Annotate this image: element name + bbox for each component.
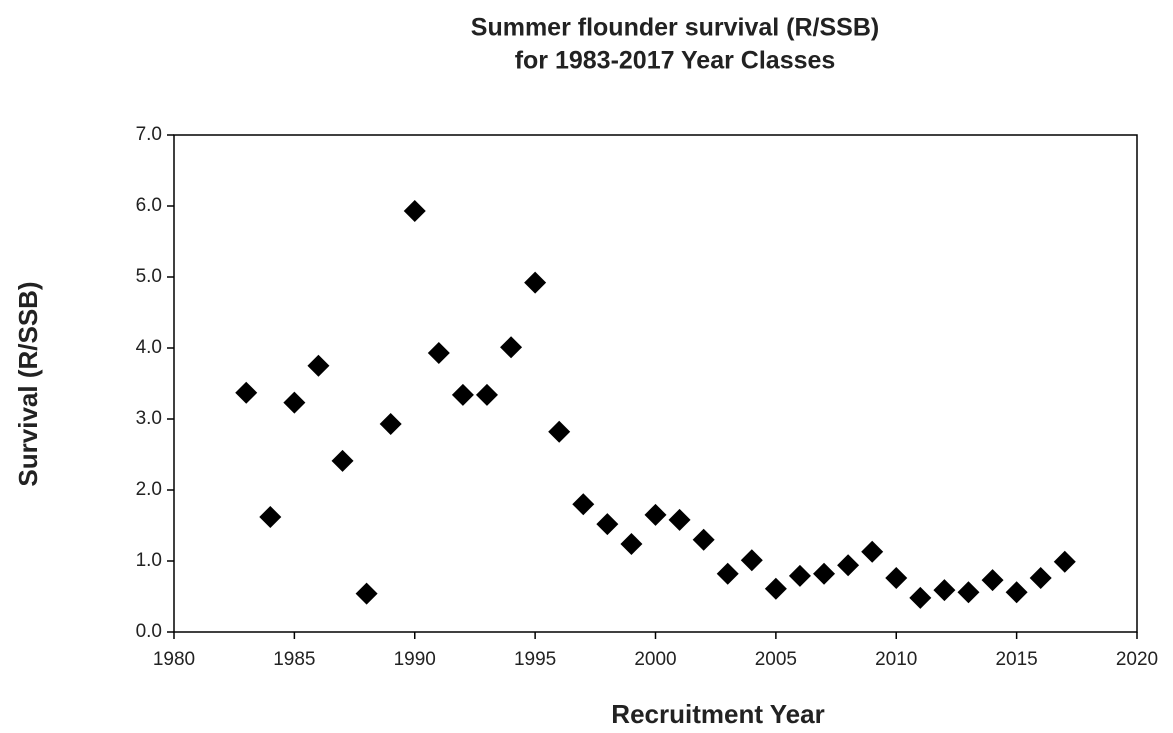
x-tick-label: 2010 <box>875 649 917 670</box>
data-point <box>861 540 884 563</box>
data-point <box>933 579 956 602</box>
y-tick-label: 7.0 <box>136 124 162 145</box>
data-point <box>764 577 787 600</box>
data-point <box>1053 550 1076 573</box>
x-tick-label: 1985 <box>273 649 315 670</box>
data-point <box>307 354 330 377</box>
data-point <box>427 341 450 364</box>
y-tick-label: 5.0 <box>136 266 162 287</box>
data-point <box>740 549 763 572</box>
data-point <box>1029 567 1052 590</box>
x-tick-label: 1995 <box>514 649 556 670</box>
y-tick-label: 3.0 <box>136 408 162 429</box>
data-point <box>548 420 571 443</box>
data-point <box>379 412 402 435</box>
data-point <box>813 562 836 585</box>
data-point <box>788 564 811 587</box>
y-tick-label: 1.0 <box>136 550 162 571</box>
data-point <box>259 505 282 528</box>
data-point <box>475 383 498 406</box>
data-point <box>235 381 258 404</box>
y-tick-label: 6.0 <box>136 195 162 216</box>
data-point <box>283 391 306 414</box>
x-tick-label: 2020 <box>1116 649 1158 670</box>
x-tick-label: 2000 <box>634 649 676 670</box>
data-point <box>331 449 354 472</box>
data-point <box>500 336 523 359</box>
data-point <box>572 493 595 516</box>
y-tick-label: 0.0 <box>136 621 162 642</box>
data-point <box>524 271 547 294</box>
x-tick-label: 1990 <box>394 649 436 670</box>
data-point <box>981 569 1004 592</box>
data-point <box>957 581 980 604</box>
data-point <box>644 503 667 526</box>
y-tick-label: 4.0 <box>136 337 162 358</box>
plot-frame <box>173 134 1138 633</box>
data-point <box>355 582 378 605</box>
x-tick-label: 1980 <box>153 649 195 670</box>
x-tick-label: 2005 <box>755 649 797 670</box>
data-point <box>1005 581 1028 604</box>
x-tick-label: 2015 <box>995 649 1037 670</box>
data-point <box>403 199 426 222</box>
x-axis-label: Recruitment Year <box>611 699 824 729</box>
data-point <box>668 508 691 531</box>
data-point <box>716 562 739 585</box>
data-point <box>451 383 474 406</box>
data-point <box>620 532 643 555</box>
data-point <box>596 513 619 536</box>
y-axis-label: Survival (R/SSB) <box>13 281 43 486</box>
data-point <box>837 554 860 577</box>
chart-title: for 1983-2017 Year Classes <box>515 47 836 75</box>
y-tick-label: 2.0 <box>136 479 162 500</box>
data-point <box>885 567 908 590</box>
chart-title: Summer flounder survival (R/SSB) <box>471 14 879 42</box>
data-point <box>909 586 932 609</box>
data-point <box>692 528 715 551</box>
